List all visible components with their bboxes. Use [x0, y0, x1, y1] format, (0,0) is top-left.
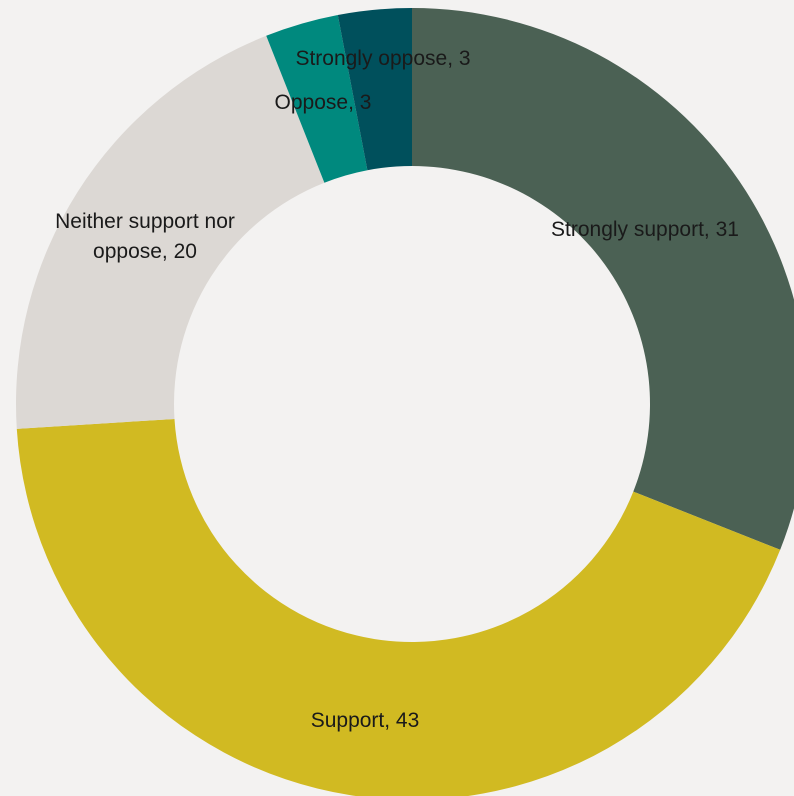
- slice-label-line: Oppose, 3: [275, 91, 372, 114]
- slice-label-line: oppose, 20: [93, 240, 197, 263]
- slice-label-1: Support, 43: [311, 709, 420, 732]
- donut-slice-4: [337, 8, 412, 171]
- slice-label-line: Strongly support, 31: [551, 218, 739, 241]
- donut-slice-0: [412, 8, 794, 550]
- donut-slice-1: [16, 418, 781, 796]
- donut-slice-3: [266, 15, 368, 183]
- slice-label-line: Support, 43: [311, 709, 420, 732]
- slice-label-line: Strongly oppose, 3: [295, 47, 470, 70]
- slice-label-2: Neither support nor oppose, 20: [55, 210, 235, 263]
- slice-label-0: Strongly support, 31: [551, 218, 739, 241]
- slice-label-line: Neither support nor: [55, 210, 235, 233]
- slice-label-3: Oppose, 3: [275, 91, 372, 114]
- donut-slices: [15, 8, 794, 796]
- donut-labels: Strongly support, 31 Support, 43 Neither s…: [55, 47, 739, 732]
- donut-slice-2: [15, 35, 325, 429]
- slice-label-4: Strongly oppose, 3: [295, 47, 470, 70]
